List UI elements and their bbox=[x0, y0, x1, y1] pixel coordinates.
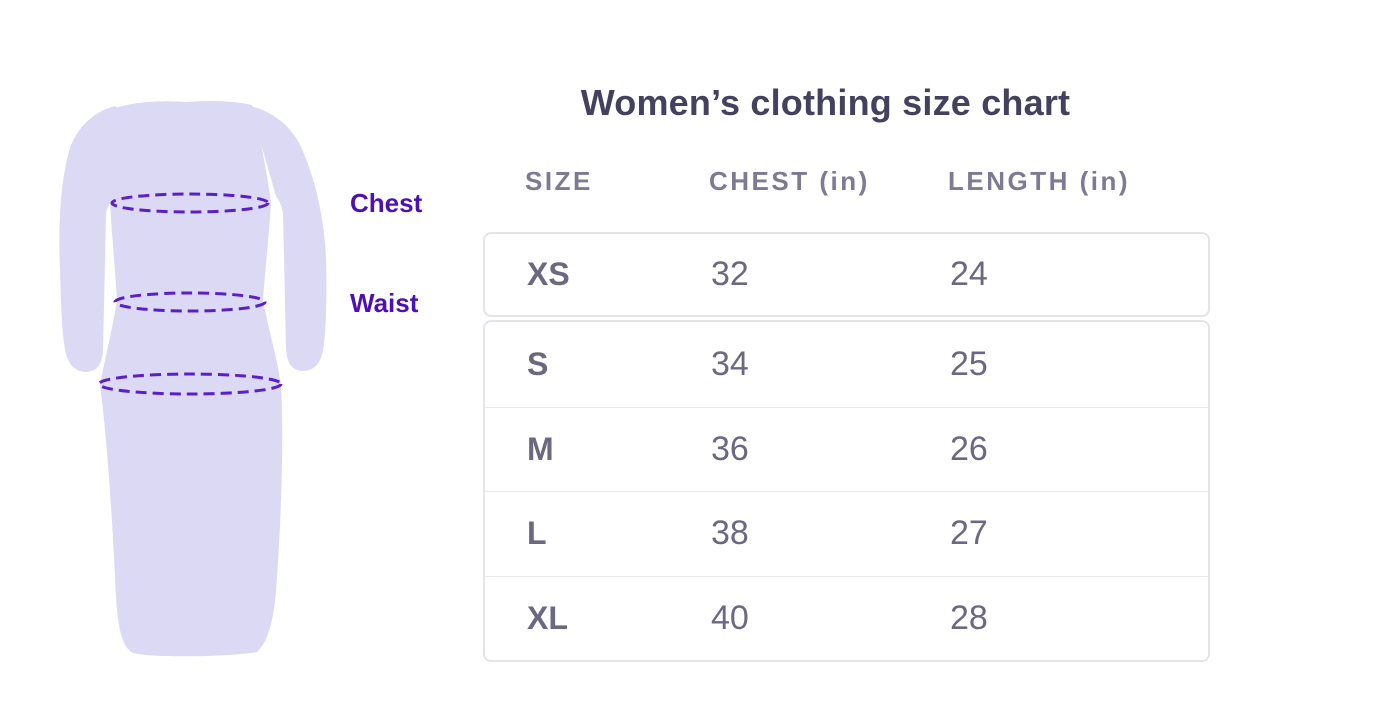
hip-measure-line bbox=[97, 372, 283, 396]
size-value: XL bbox=[527, 599, 568, 636]
dress-illustration bbox=[59, 101, 327, 657]
chest-value: 38 bbox=[711, 514, 749, 553]
length-value: 26 bbox=[950, 429, 988, 468]
column-header-length: LENGTH (in) bbox=[948, 166, 1131, 196]
table-row: M 36 26 bbox=[485, 406, 1208, 492]
chest-measure-line bbox=[110, 192, 270, 214]
waist-label: Waist bbox=[350, 288, 419, 318]
length-value: 28 bbox=[950, 598, 988, 637]
column-header-size: SIZE bbox=[525, 166, 593, 196]
table-row: XS 32 24 bbox=[485, 234, 1208, 315]
page-title: Women’s clothing size chart bbox=[580, 82, 1071, 123]
size-value: XS bbox=[527, 256, 570, 292]
chest-label: Chest bbox=[350, 188, 423, 218]
size-table-row-xs-card: XS 32 24 bbox=[483, 232, 1210, 317]
length-value: 25 bbox=[950, 344, 988, 383]
size-value: L bbox=[527, 515, 547, 552]
size-value: S bbox=[527, 345, 549, 382]
table-row: L 38 27 bbox=[485, 491, 1208, 576]
dress-right-sleeve-shape bbox=[250, 106, 327, 371]
dress-left-sleeve-shape bbox=[59, 106, 116, 372]
chest-value: 36 bbox=[711, 429, 749, 468]
size-table-rows-card: S 34 25 M 36 26 L 38 27 XL 40 28 bbox=[483, 320, 1210, 662]
length-value: 27 bbox=[950, 514, 988, 553]
chest-value: 34 bbox=[711, 344, 749, 383]
dress-body-shape bbox=[100, 101, 283, 657]
table-row: S 34 25 bbox=[485, 322, 1208, 407]
table-row: XL 40 28 bbox=[485, 575, 1208, 661]
column-header-chest: CHEST (in) bbox=[709, 166, 870, 196]
chest-value: 40 bbox=[711, 598, 749, 637]
length-value: 24 bbox=[950, 255, 988, 293]
size-value: M bbox=[527, 430, 554, 467]
table-header-row: SIZE CHEST (in) LENGTH (in) bbox=[483, 168, 1210, 194]
waist-measure-line bbox=[113, 291, 267, 313]
chest-value: 32 bbox=[711, 255, 749, 293]
